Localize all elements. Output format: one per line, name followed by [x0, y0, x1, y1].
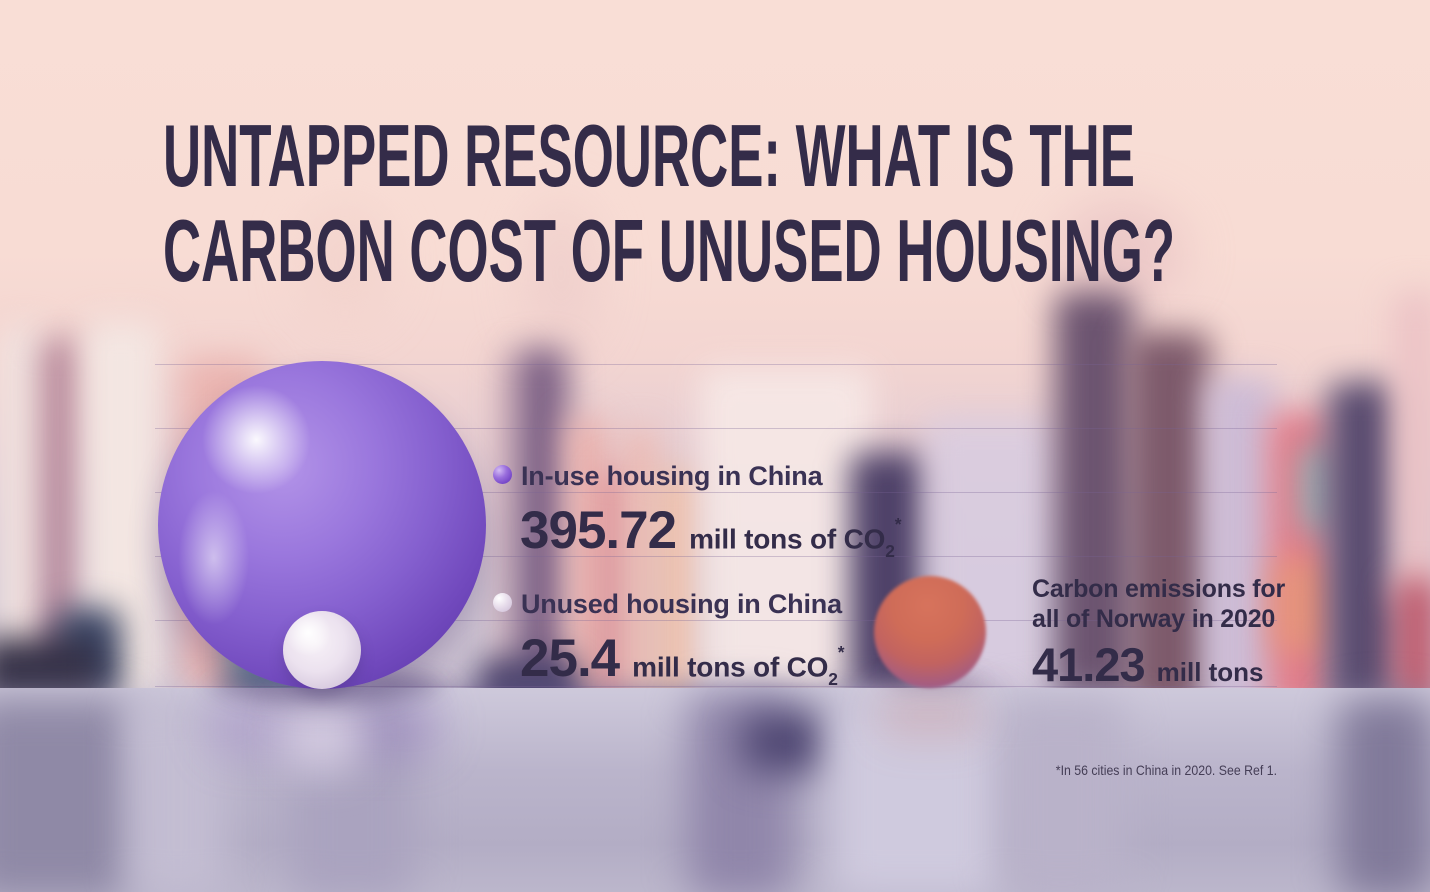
- unused-label: Unused housing in China: [521, 589, 842, 619]
- unused-value-row: 25.4 mill tons of CO2 *: [520, 628, 844, 689]
- gridline: [155, 686, 1277, 687]
- norway-label-line2: all of Norway in 2020: [1032, 605, 1276, 633]
- norway-value-row: 41.23 mill tons: [1032, 637, 1285, 692]
- page-title-line2: CARBON COST OF UNUSED HOUSING?: [163, 201, 1176, 300]
- page-title-line1: UNTAPPED RESOURCE: WHAT IS THE: [163, 106, 1135, 205]
- inuse-bullet-icon: [493, 465, 512, 484]
- norway-block: Carbon emissions for all of Norway in 20…: [1032, 574, 1285, 692]
- norway-label-line1: Carbon emissions for: [1032, 575, 1285, 603]
- gridline: [155, 620, 1277, 621]
- floor-reflection: [0, 688, 1430, 892]
- gridline: [155, 428, 1277, 429]
- bubble-unused: [283, 611, 361, 689]
- inuse-unit-text: mill tons of CO: [689, 523, 886, 554]
- inuse-value: 395.72: [520, 501, 677, 560]
- bubble-norway: [874, 576, 986, 688]
- gridline: [155, 492, 1277, 493]
- inuse-label: In-use housing in China: [521, 461, 823, 491]
- norway-unit: mill tons: [1156, 657, 1264, 687]
- gridline: [155, 364, 1277, 365]
- unused-unit-text: mill tons of CO: [632, 651, 829, 682]
- inuse-unit-sup: *: [894, 513, 902, 534]
- unused-unit: mill tons of CO2 *: [632, 642, 844, 689]
- unused-bullet-icon: [493, 593, 512, 612]
- inuse-unit-sub: 2: [885, 540, 895, 561]
- inuse-value-row: 395.72 mill tons of CO2 *: [520, 500, 901, 561]
- inuse-unit: mill tons of CO2 *: [689, 514, 901, 561]
- gridline: [155, 556, 1277, 557]
- footnote: *In 56 cities in China in 2020. See Ref …: [1055, 762, 1277, 778]
- unused-unit-sup: *: [837, 641, 845, 662]
- unused-value: 25.4: [520, 629, 620, 688]
- norway-value: 41.23: [1032, 638, 1146, 691]
- page-title: UNTAPPED RESOURCE: WHAT IS THE CARBON CO…: [163, 108, 1175, 298]
- unused-unit-sub: 2: [828, 668, 838, 689]
